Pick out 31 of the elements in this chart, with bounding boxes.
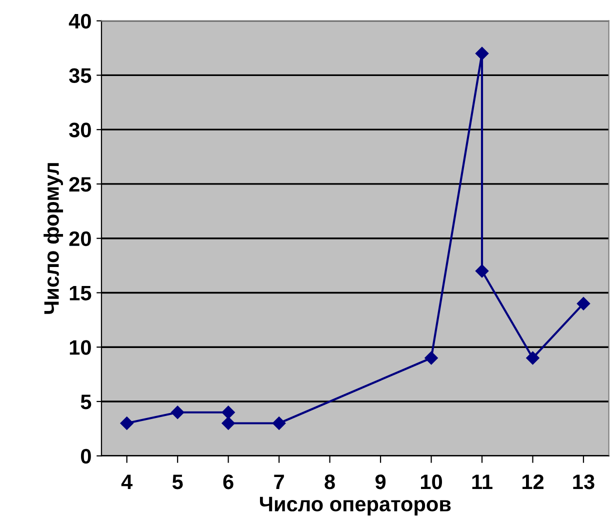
point — [222, 406, 235, 419]
y-tick-label: 40 — [68, 14, 91, 29]
point — [272, 416, 286, 430]
point — [424, 351, 438, 365]
y-tick-label: 10 — [70, 340, 91, 355]
y-tick-label: 35 — [69, 68, 92, 84]
x-tick-label: 5 — [172, 474, 183, 490]
point — [170, 406, 184, 419]
x-tick-label: 4 — [121, 474, 133, 490]
point — [576, 297, 590, 310]
x-tick-label: 9 — [375, 474, 386, 490]
x-tick-label: 10 — [420, 474, 442, 490]
x-tick-label: 11 — [472, 474, 492, 490]
x-tick-label: 13 — [573, 474, 594, 490]
y-tick-label: 25 — [69, 176, 92, 192]
x-tick-label: 6 — [223, 474, 234, 490]
point — [475, 264, 489, 278]
y-tick-label: 15 — [70, 286, 92, 300]
y-axis-title: Число формул — [44, 163, 64, 314]
point — [475, 46, 489, 60]
x-tick-label: 12 — [522, 474, 544, 490]
y-tick-label: 0 — [80, 448, 91, 464]
y-tick-label: 5 — [80, 394, 92, 410]
y-tick-label: 20 — [69, 231, 91, 246]
point — [120, 416, 134, 430]
x-axis-title: Число операторов — [260, 496, 451, 516]
point — [222, 416, 235, 430]
x-tick-label: 7 — [274, 474, 284, 490]
y-tick-label: 30 — [69, 122, 91, 138]
x-tick-label: 8 — [324, 474, 335, 490]
point — [526, 351, 540, 365]
